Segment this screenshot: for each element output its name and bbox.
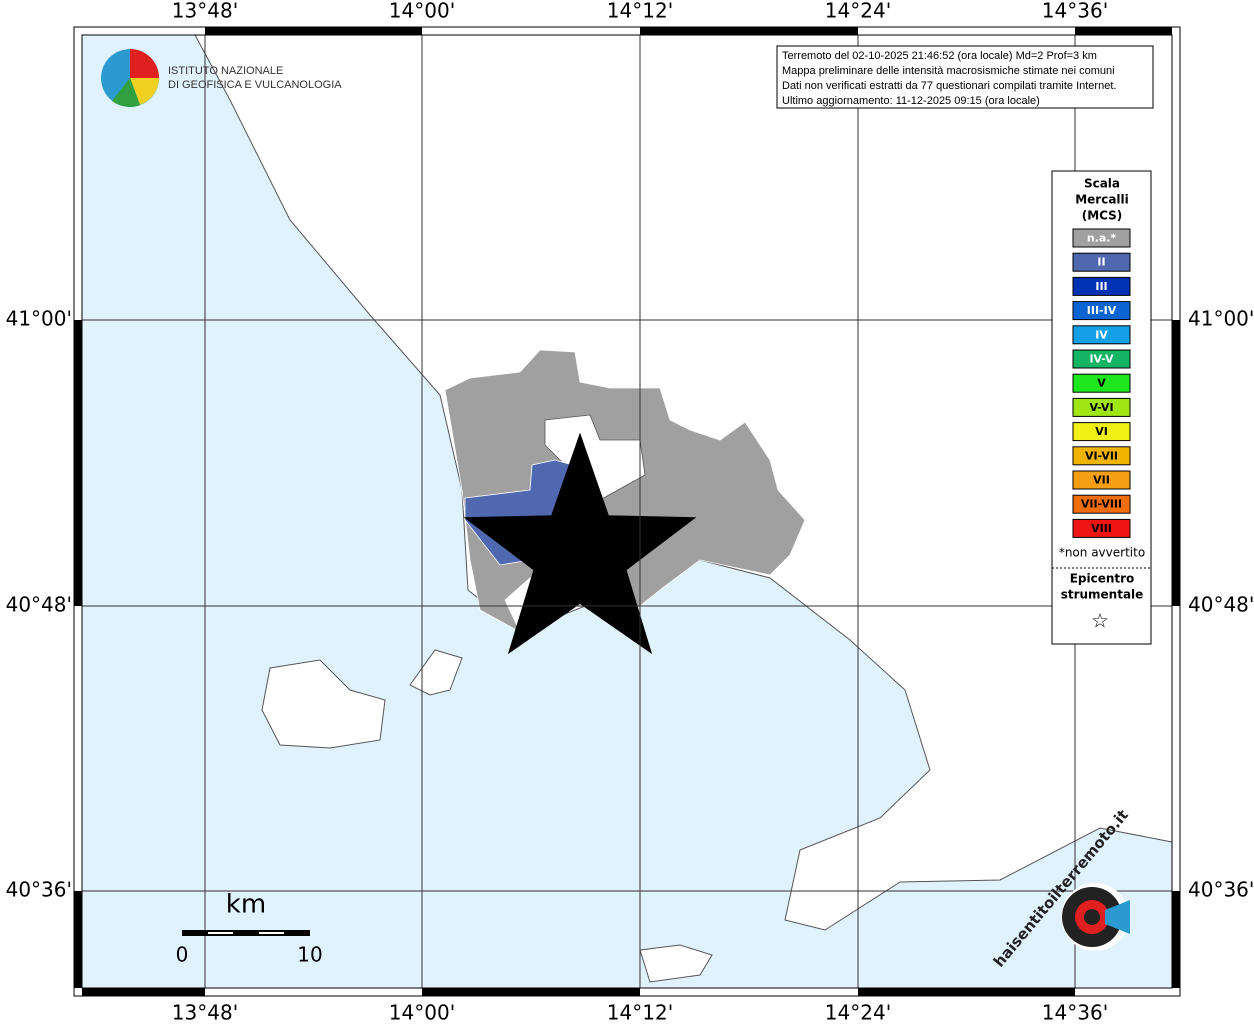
legend-title: (MCS) bbox=[1082, 209, 1123, 223]
info-line: Dati non verificati estratti da 77 quest… bbox=[782, 80, 1116, 92]
latitude-label: 40°36' bbox=[1188, 878, 1254, 902]
info-line: Ultimo aggiornamento: 11-12-2025 09:15 (… bbox=[782, 95, 1040, 107]
legend-swatch bbox=[1072, 252, 1131, 272]
frame-segment bbox=[1172, 891, 1180, 988]
hsit-ring bbox=[1084, 909, 1100, 925]
legend-swatch bbox=[1072, 397, 1131, 417]
legend-label: VIII bbox=[1091, 522, 1112, 535]
legend-swatch bbox=[1072, 446, 1131, 466]
epicenter-star bbox=[463, 432, 697, 655]
longitude-label: 13°48' bbox=[172, 0, 238, 23]
frame-segment bbox=[74, 320, 82, 606]
legend-label: VI-VII bbox=[1085, 449, 1118, 462]
frame-segment bbox=[858, 988, 1075, 996]
legend-swatch bbox=[1072, 494, 1131, 514]
ingv-logo bbox=[101, 49, 159, 107]
legend-label: IV bbox=[1095, 328, 1108, 341]
white-enclave bbox=[544, 414, 646, 501]
legend-swatch bbox=[1072, 228, 1131, 248]
legend-label: III bbox=[1095, 280, 1107, 293]
legend-epicenter: Epicentro bbox=[1070, 572, 1135, 586]
ischia bbox=[261, 659, 386, 749]
legend-epicenter-symbol: ☆ bbox=[1091, 609, 1109, 633]
legend-note: *non avvertito bbox=[1059, 546, 1145, 560]
legend-swatch bbox=[1072, 301, 1131, 321]
latitude-label: 41°00' bbox=[6, 307, 72, 331]
frame-segment bbox=[640, 27, 858, 35]
scale-bar-tick bbox=[208, 932, 233, 934]
legend-swatch bbox=[1072, 349, 1131, 369]
latitude-label: 41°00' bbox=[1188, 307, 1254, 331]
scale-bar-body bbox=[182, 930, 310, 936]
graticule bbox=[82, 35, 1172, 988]
info-box bbox=[776, 45, 1154, 109]
longitude-label: 14°24' bbox=[825, 0, 891, 23]
longitude-label: 14°36' bbox=[1042, 1001, 1108, 1025]
legend-swatch bbox=[1072, 276, 1131, 296]
longitude-label: 13°48' bbox=[172, 1001, 238, 1025]
legend-label: V bbox=[1097, 377, 1106, 390]
legend-swatch bbox=[1072, 325, 1131, 345]
logo-text: ISTITUTO NAZIONALE bbox=[168, 65, 283, 77]
frame-segment bbox=[1172, 320, 1180, 606]
longitude-label: 14°12' bbox=[607, 1001, 673, 1025]
longitude-label: 14°00' bbox=[389, 1001, 455, 1025]
capri bbox=[639, 944, 713, 983]
longitude-label: 14°00' bbox=[389, 0, 455, 23]
legend-epicenter: strumentale bbox=[1061, 588, 1144, 602]
frame-segment bbox=[74, 891, 82, 988]
logo-text: DI GEOFISICA E VULCANOLOGIA bbox=[168, 79, 342, 91]
scale-label: 10 bbox=[297, 943, 322, 967]
legend-label: III-IV bbox=[1087, 304, 1117, 317]
hsit-megaphone bbox=[1105, 900, 1130, 934]
scale-label: 0 bbox=[176, 943, 189, 967]
legend-swatch bbox=[1072, 373, 1131, 393]
frame-segment bbox=[82, 988, 205, 996]
legend-box bbox=[1051, 170, 1152, 645]
info-line: Mappa preliminare delle intensità macros… bbox=[782, 65, 1115, 77]
legend-label: V-VI bbox=[1089, 401, 1113, 414]
legend-label: VII-VIII bbox=[1081, 498, 1122, 511]
longitude-label: 14°24' bbox=[825, 1001, 891, 1025]
legend-label: VI bbox=[1095, 425, 1108, 438]
latitude-label: 40°48' bbox=[6, 593, 72, 617]
latitude-label: 40°48' bbox=[1188, 593, 1254, 617]
legend-label: IV-V bbox=[1089, 353, 1114, 366]
latitude-label: 40°36' bbox=[6, 878, 72, 902]
legend-title: Scala bbox=[1084, 177, 1120, 191]
frame bbox=[73, 26, 1181, 997]
legend-swatch bbox=[1072, 470, 1131, 490]
scale-bar bbox=[182, 930, 310, 936]
frame-segment bbox=[1075, 27, 1172, 35]
legend-title: Mercalli bbox=[1075, 193, 1129, 207]
scale-bar-tick bbox=[259, 932, 284, 934]
longitude-label: 14°12' bbox=[607, 0, 673, 23]
legend-label: VII bbox=[1093, 474, 1110, 487]
legend-swatch bbox=[1072, 518, 1131, 538]
logo-segment bbox=[112, 78, 140, 107]
legend-label: II bbox=[1097, 256, 1105, 269]
frame-segment bbox=[422, 988, 640, 996]
hsit-logo bbox=[1061, 883, 1130, 951]
frame-segment bbox=[205, 27, 422, 35]
info-line: Terremoto del 02-10-2025 21:46:52 (ora l… bbox=[782, 50, 1097, 62]
scale-unit: km bbox=[226, 890, 266, 920]
logo-segment bbox=[130, 78, 159, 105]
logo-segment bbox=[130, 49, 159, 78]
longitude-label: 14°36' bbox=[1042, 0, 1108, 23]
legend-swatch bbox=[1072, 422, 1131, 442]
legend-label: n.a.* bbox=[1087, 232, 1117, 245]
procida bbox=[409, 649, 463, 696]
